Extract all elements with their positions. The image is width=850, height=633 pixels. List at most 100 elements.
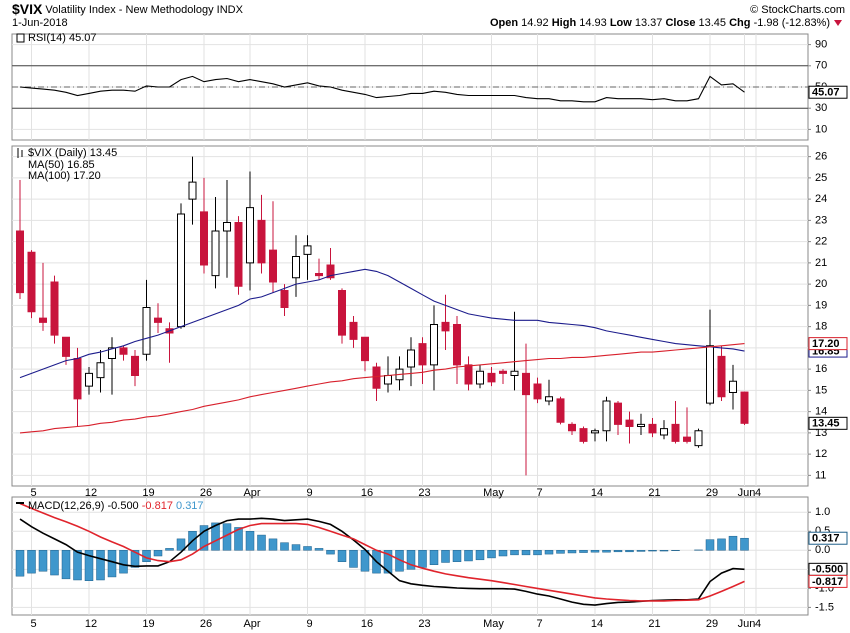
candle-body [269,249,277,283]
quote-label: Low [610,17,632,29]
candle-body [683,436,691,442]
histogram-bar [176,538,186,551]
series-line [19,343,745,434]
x-tick-label: 4 [755,618,761,630]
histogram-bar [544,550,554,555]
symbol: $VIX [12,1,43,17]
y-tick-label: 11 [815,469,826,481]
y-tick-label: 23 [815,214,827,226]
candle-body [522,372,530,396]
candle-body [487,372,496,383]
histogram-bar [705,539,715,551]
value-tag [808,531,848,545]
histogram-bar [27,550,36,574]
candle-body [96,362,105,379]
histogram-bar [579,550,588,553]
x-tick-label: 16 [361,618,373,630]
candle-body [533,383,542,400]
price-legend: $VIX (Daily) 13.45 [28,147,117,159]
histogram-bar [84,550,94,581]
legend-value: 17.20 [73,170,101,182]
histogram-bar [153,550,163,557]
value-tag-label: 45.07 [812,87,840,99]
y-tick-label: 10 [815,123,827,135]
histogram-bar [590,550,600,553]
value-tag-label: 0.317 [812,533,840,545]
value-tag [808,85,848,99]
histogram-bar [303,546,312,551]
legend-icon [16,33,25,43]
histogram-bar [556,550,565,554]
histogram-bar [383,550,393,574]
candle-body [154,317,162,323]
candle-body [326,264,335,279]
y-tick-label: 21 [815,257,827,269]
value-tag [808,574,848,588]
quote-value: -1.98 [754,17,779,29]
quote-value: 13.45 [699,17,727,29]
histogram-bar [717,538,726,551]
histogram-bar [475,550,485,561]
candle-body [476,370,484,385]
candle-body [338,290,346,336]
histogram-bar [211,522,220,551]
histogram-bar [648,550,657,552]
candle-body [200,211,208,266]
value-tag [808,337,848,351]
histogram-bar [567,550,577,554]
y-tick-label: 1.0 [815,506,830,518]
histogram-bar [441,550,450,563]
x-tick-label: 9 [306,618,312,630]
x-tick-label: 21 [648,618,660,630]
candle-body [234,222,243,287]
candle-body [211,230,220,277]
histogram-bar [199,525,209,551]
candle-body [131,355,139,376]
legend-value: 45.07 [69,32,97,44]
y-tick-label: 16 [815,363,827,375]
candle-body [361,336,369,362]
histogram-bar [510,550,519,556]
histogram-bar [533,550,542,556]
y-tick-label: 70 [815,60,827,72]
y-tick-label: -1.5 [815,601,834,613]
legend-name: MACD(12,26,9) [28,500,104,512]
series-line [19,268,745,379]
histogram-bar [280,542,289,551]
histogram-bar [96,550,105,581]
value-tag-label: 13.45 [812,418,840,430]
quote-label: Chg [729,17,750,29]
exchange: INDX [217,4,244,16]
panels [11,33,809,616]
x-tick-label: 4 [755,487,761,499]
histogram-bar [349,550,358,568]
x-tick-label: 14 [591,618,603,630]
x-tick-label: 12 [85,487,97,499]
candle-body [315,273,323,277]
candle-body [223,222,231,232]
x-tick-label: 26 [200,618,212,630]
quote-label: Close [665,17,695,29]
candle-body [637,423,645,427]
candle-body [188,181,197,200]
histogram-bar [326,550,335,555]
candle-body [108,347,116,359]
candle-body [39,317,47,323]
candle-body [510,370,519,376]
candle-body [671,423,680,442]
candle-body [303,245,312,255]
candle-body [119,347,128,355]
histogram-bar [464,550,473,562]
quote-value: 14.92 [521,17,549,29]
candle-body [349,321,358,340]
date: 1-Jun-2018 [12,17,68,29]
x-tick-label: 7 [536,618,542,630]
x-tick-label: 19 [142,618,154,630]
y-tick-label: 25 [815,172,827,184]
histogram-bar [487,550,496,559]
histogram-bar [130,550,140,568]
x-tick-label: 29 [706,618,718,630]
watermark: © StockCharts.com [750,4,845,16]
quote-label: High [552,17,577,29]
macd-panel [11,496,809,616]
